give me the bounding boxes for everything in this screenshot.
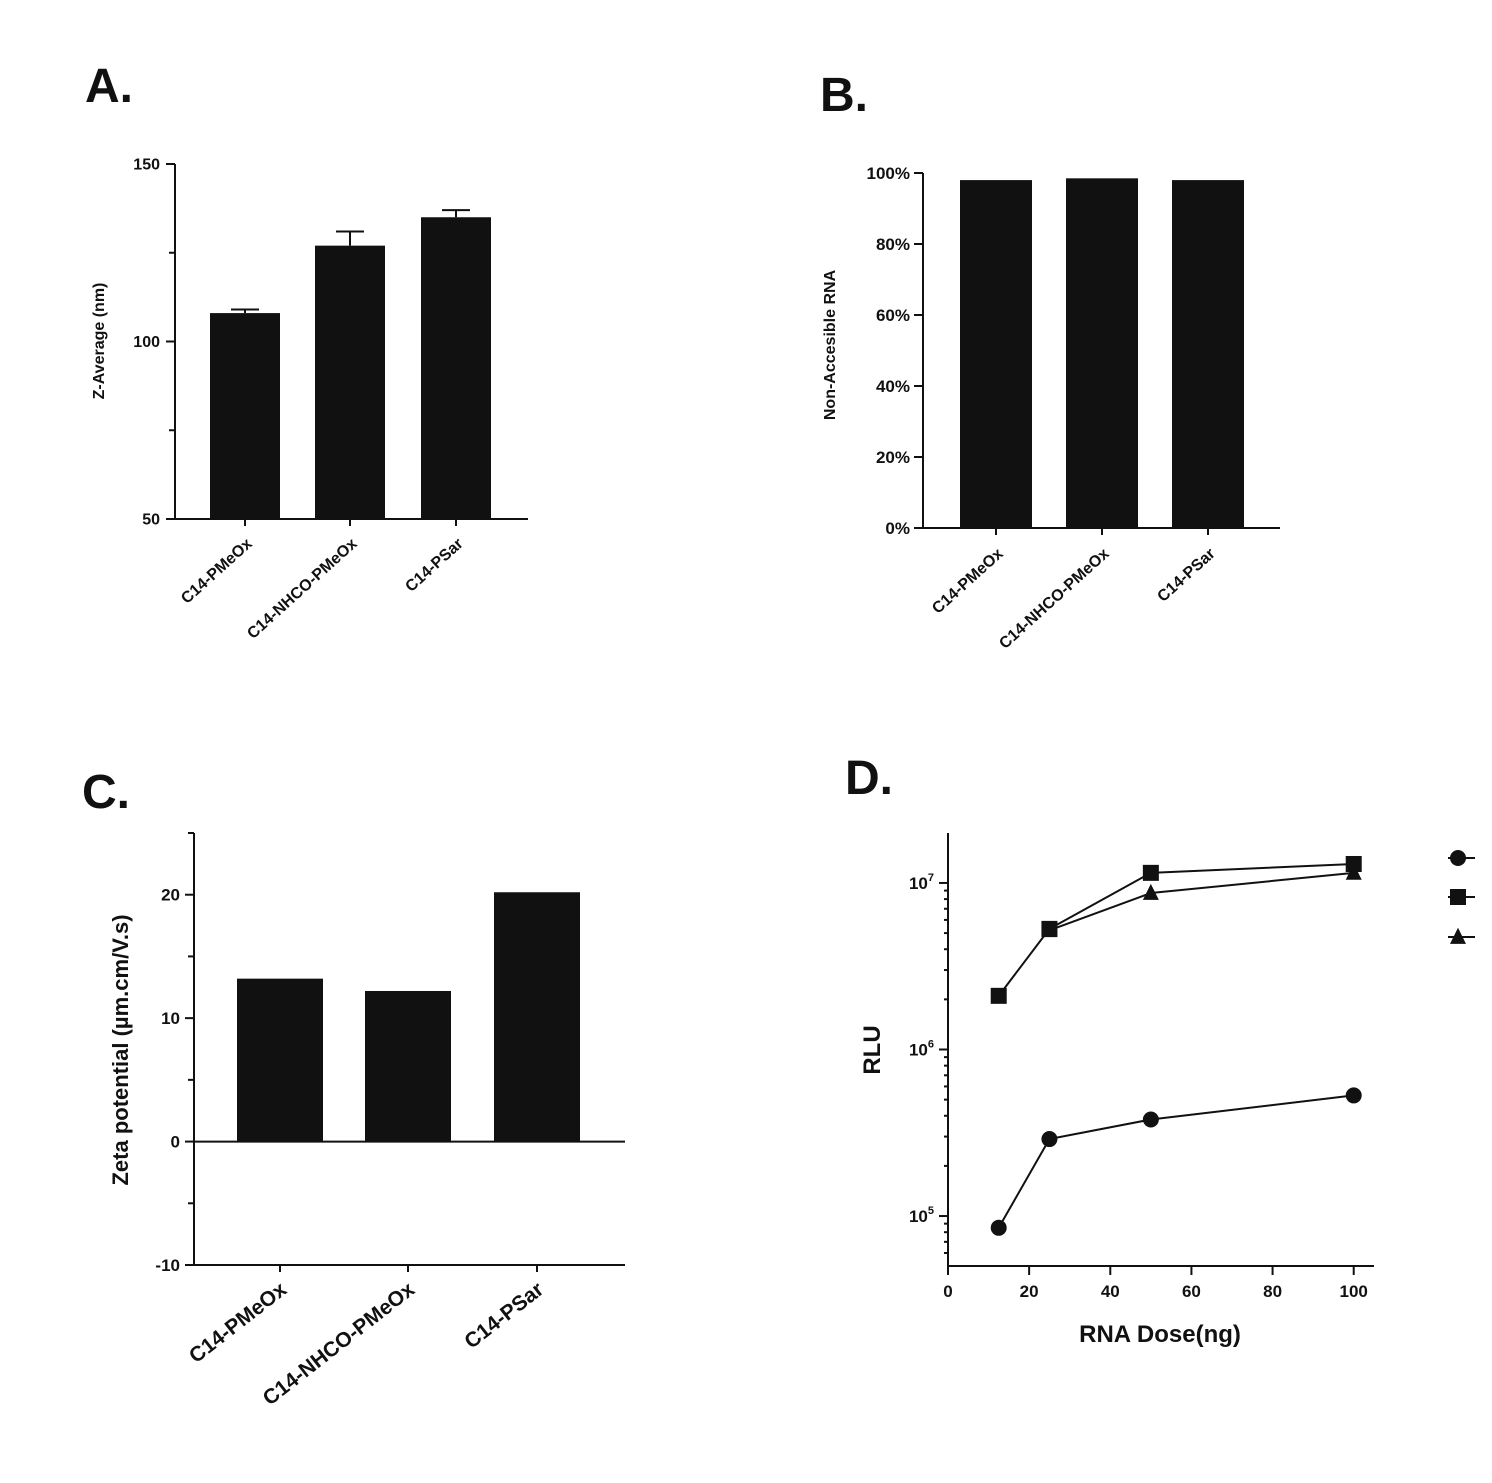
panel-d-ylabel: RLU [859, 1025, 886, 1074]
panel-c-ylabel: Zeta potential (µm.cm/V.s) [108, 914, 133, 1185]
panel-c: C. Zeta potential (µm.cm/V.s) -10 0 10 20 C1… [82, 766, 625, 1410]
panel-c-category-label: C14-PSar [460, 1278, 548, 1354]
panel-d-xtick-label: 80 [1263, 1282, 1282, 1301]
panel-b-ytick-label: 80% [876, 235, 910, 254]
panel-b-ytick-label: 20% [876, 448, 910, 467]
legend-marker-triangle [1450, 927, 1466, 944]
panel-d-point-square [990, 987, 1007, 1004]
panel-a-category-label: C14-PMeOx [178, 535, 256, 607]
panel-a-category-label: C14-PSar [402, 535, 466, 595]
panel-a-bar [210, 313, 280, 519]
panel-b-ytick-label: 100% [867, 164, 910, 183]
panel-a: A. Z-Average (nm) 50 100 150 C14-PMeOxC14-N… [85, 60, 528, 643]
legend-marker-circle [1450, 850, 1466, 866]
panel-d-legend [1448, 850, 1475, 944]
panel-c-ytick-label: -10 [155, 1256, 180, 1275]
panel-c-bar [237, 978, 323, 1142]
panel-a-ylabel: Z-Average (nm) [91, 283, 108, 400]
panel-c-bar [494, 892, 580, 1142]
panel-b-bar [1066, 178, 1138, 528]
panel-d-point-square [1142, 864, 1159, 881]
panel-a-ytick-label: 100 [133, 334, 160, 351]
panel-b-ytick-label: 60% [876, 306, 910, 325]
panel-b-ytick-label: 40% [876, 377, 910, 396]
panel-d-point-triangle [1142, 883, 1159, 900]
panel-d-series-line-square [997, 862, 1354, 997]
panel-c-ytick-label: 20 [161, 886, 180, 905]
panel-d-point-circle [1142, 1111, 1159, 1128]
panel-d-ytick-label: 107 [909, 872, 934, 893]
panel-d-point-circle [1041, 1131, 1058, 1148]
panel-b-plot: 0% 20% 40% 60% 80% 100% C14-PMeOxC14-NHCO-PMeO… [867, 164, 1280, 653]
panel-d-series-line-circle [997, 1094, 1354, 1229]
panel-c-label: C. [82, 766, 130, 819]
panel-c-ytick-label: 10 [161, 1009, 180, 1028]
panel-d-xtick-label: 0 [943, 1282, 952, 1301]
legend-marker-square [1450, 889, 1466, 905]
panel-d-xtick-label: 40 [1101, 1282, 1120, 1301]
panel-b: B. Non-Accesible RNA 0% 20% 40% 60% 80% 100% C… [820, 69, 1280, 653]
panel-b-bar [960, 180, 1032, 528]
panel-a-bar [315, 245, 385, 519]
panel-d-xtick-label: 60 [1182, 1282, 1201, 1301]
panel-d-ytick-label: 106 [909, 1039, 934, 1060]
panel-d-point-square [1041, 920, 1058, 937]
panel-c-category-label: C14-PMeOx [185, 1278, 291, 1368]
panel-b-category-label: C14-NHCO-PMeOx [996, 545, 1113, 652]
panel-a-label: A. [85, 60, 133, 113]
panel-d-point-circle [990, 1219, 1007, 1236]
panel-c-ytick-label: 0 [171, 1133, 180, 1152]
panel-a-bar [421, 217, 491, 519]
panel-d-series-line-triangle [1049, 871, 1354, 932]
panel-b-category-label: C14-PMeOx [929, 545, 1007, 617]
panel-b-ylabel: Non-Accesible RNA [822, 269, 839, 420]
panel-d-label: D. [845, 752, 893, 805]
panel-d-plot: 105 106 107 0 20 40 60 80 100 [909, 833, 1374, 1301]
panel-b-category-label: C14-PSar [1154, 545, 1218, 605]
panel-a-ytick-label: 150 [133, 157, 160, 174]
panel-d-xtick-label: 20 [1020, 1282, 1039, 1301]
panel-d-point-square [1345, 855, 1362, 872]
panel-d-point-circle [1345, 1087, 1362, 1104]
panel-a-ytick-label: 50 [142, 512, 160, 529]
panel-b-ytick-label: 0% [885, 519, 910, 538]
panel-d-xtick-label: 100 [1340, 1282, 1368, 1301]
panel-a-category-label: C14-NHCO-PMeOx [244, 535, 361, 642]
panel-c-bar [365, 990, 451, 1142]
panel-b-bar [1172, 180, 1244, 528]
panel-d-ytick-label: 105 [909, 1205, 934, 1226]
panel-d-xlabel: RNA Dose(ng) [1079, 1321, 1241, 1348]
panel-b-label: B. [820, 69, 868, 122]
